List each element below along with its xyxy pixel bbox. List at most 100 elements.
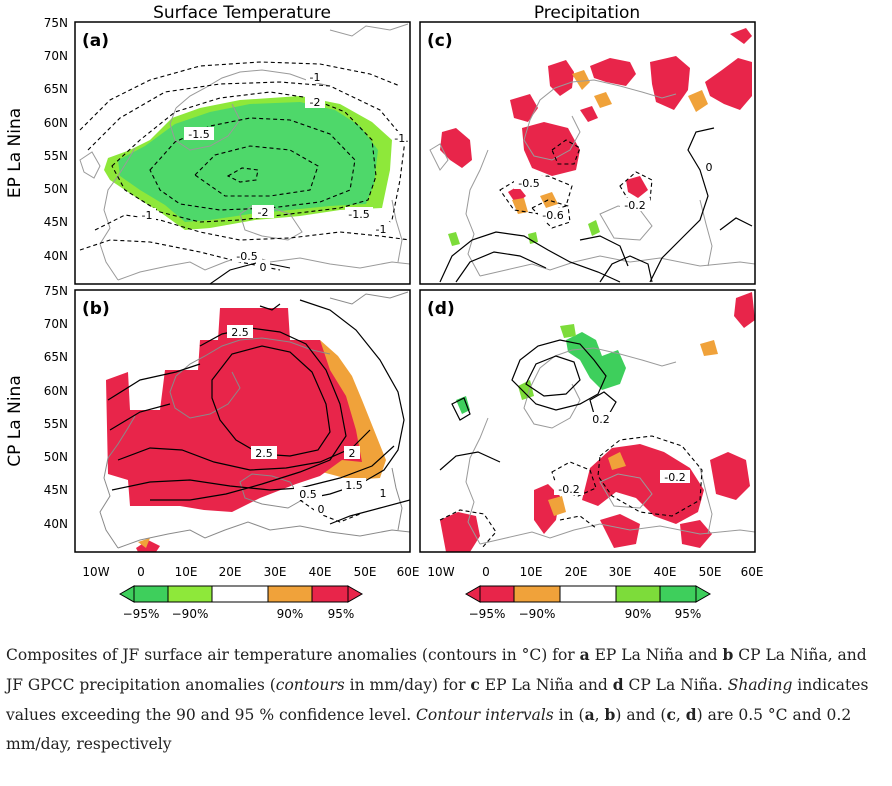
panel-label-b: (b) [82, 299, 110, 319]
caption-text: indicates values exceeding the 90 and 95… [6, 676, 869, 724]
column-title-temperature: Surface Temperature [153, 3, 331, 23]
contour-label: 0.2 [592, 413, 610, 426]
contour-label: -0.6 [542, 209, 563, 222]
lon-tick: 0 [137, 565, 145, 579]
caption-text: ) are 0.5 °C and 0.2 mm/day, respectivel… [6, 706, 852, 753]
contour-label: 1.5 [345, 479, 363, 492]
contours-positive [107, 299, 410, 525]
contour-label: -1 [142, 209, 153, 222]
caption-ref-c: c [666, 705, 676, 724]
lon-tick: 0 [482, 565, 490, 579]
contours-negative [79, 61, 410, 271]
shading-90 [512, 70, 708, 214]
lat-tick: 75N [44, 284, 68, 298]
caption-ref-b: b [604, 705, 616, 724]
caption-text: , [675, 706, 686, 724]
lon-tick: 30E [264, 565, 287, 579]
lat-tick: 55N [44, 149, 68, 163]
contour-labels-a: -1 -2 -1.5 -1.5 -1 -2 -1.5 -1 -0.5 0 [138, 70, 415, 274]
lat-tick: 40N [44, 517, 68, 531]
lat-axis-top: 75N 70N 65N 60N 55N 50N 45N 40N [44, 16, 68, 263]
colorbar-label: 95% [675, 607, 702, 621]
row-label-ep: EP La Nina [5, 108, 25, 198]
caption-ref-c: c [470, 675, 480, 694]
contour-label: -1 [376, 223, 387, 236]
contour-label: -2 [258, 206, 269, 219]
contour-labels-d: 0.2 -0.2 -0.2 [554, 412, 690, 496]
caption-text: ) and ( [615, 706, 667, 724]
caption-text: CP La Niña. [623, 676, 728, 694]
caption-text: , [594, 706, 605, 724]
caption-italic: contours [275, 676, 345, 694]
lat-tick: 55N [44, 417, 68, 431]
lat-tick: 65N [44, 82, 68, 96]
lat-tick: 45N [44, 215, 68, 229]
lon-tick: 30E [609, 565, 632, 579]
colorbar-label: −90% [172, 607, 209, 621]
coastlines [465, 347, 755, 545]
caption-text: in mm/day) for [344, 676, 471, 694]
lon-tick: 10E [520, 565, 543, 579]
lon-tick: 10W [427, 565, 454, 579]
lon-tick: 10E [175, 565, 198, 579]
contour-label: -1.5 [188, 128, 209, 141]
panel-label-a: (a) [82, 31, 109, 51]
lat-tick: 50N [44, 182, 68, 196]
lon-tick: 60E [397, 565, 420, 579]
lat-tick: 40N [44, 249, 68, 263]
caption-ref-d: d [685, 705, 697, 724]
lat-tick: 75N [44, 16, 68, 30]
contour-label: -1.5 [348, 208, 369, 221]
contours-zero [209, 261, 291, 284]
caption-ref-a: a [579, 645, 590, 664]
contour-label: -0.2 [558, 483, 579, 496]
lat-tick: 60N [44, 116, 68, 130]
caption-ref-b: b [722, 645, 734, 664]
figure-panels: Surface Temperature Precipitation EP La … [5, 3, 764, 621]
contour-label: 2.5 [255, 447, 273, 460]
lat-tick: 65N [44, 350, 68, 364]
colorbar-label: −90% [519, 607, 556, 621]
panel-label-c: (c) [427, 31, 453, 51]
panel-label-d: (d) [427, 299, 455, 319]
shading-95 [136, 540, 160, 552]
caption-text: in ( [553, 706, 585, 724]
contour-labels-c: -0.5 -0.6 -0.2 0 [514, 160, 716, 222]
caption-italic: Contour intervals [416, 706, 554, 724]
lon-tick: 20E [565, 565, 588, 579]
lon-tick: 50E [699, 565, 722, 579]
colorbar-precipitation-labels: −95% −90% 90% 95% [469, 607, 702, 621]
contour-label: 0 [260, 261, 267, 274]
lon-tick: 60E [741, 565, 764, 579]
lat-tick: 45N [44, 483, 68, 497]
shading-95 [440, 28, 752, 204]
lon-tick: 50E [354, 565, 377, 579]
colorbar-label: 95% [328, 607, 355, 621]
row-label-cp: CP La Nina [5, 375, 25, 466]
colorbar-label: −95% [469, 607, 506, 621]
figure-caption: Composites of JF surface air temperature… [6, 640, 886, 759]
contour-label: -0.2 [664, 471, 685, 484]
shading-90-pos [518, 324, 576, 400]
shading-90 [548, 340, 718, 516]
lat-tick: 70N [44, 49, 68, 63]
lon-tick: 10W [82, 565, 109, 579]
contour-label: -2 [310, 96, 321, 109]
coastlines [99, 291, 410, 549]
lon-tick: 20E [219, 565, 242, 579]
contour-label: 0 [318, 503, 325, 516]
lat-tick: 70N [44, 317, 68, 331]
panel-d: 0.2 -0.2 -0.2 (d) [419, 289, 756, 553]
shading-pos [448, 220, 600, 246]
contour-label: -0.5 [518, 177, 539, 190]
shading-95 [118, 102, 378, 222]
contour-label: 1 [380, 487, 387, 500]
contours-positive [439, 339, 617, 471]
contour-label: -1.5 [394, 132, 415, 145]
shading-90 [138, 538, 150, 548]
contour-label: 2.5 [231, 326, 249, 339]
lat-tick: 60N [44, 384, 68, 398]
caption-text: Composites of JF surface air temperature… [6, 646, 580, 664]
colorbar-label: −95% [123, 607, 160, 621]
caption-text: EP La Niña and [479, 676, 613, 694]
